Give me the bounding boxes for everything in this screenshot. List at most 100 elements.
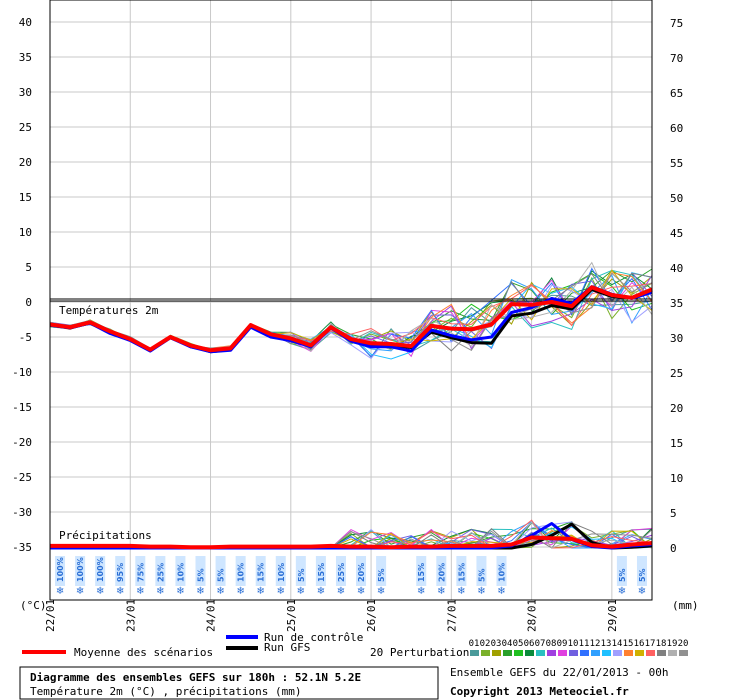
snowflake-icon: ❄ [216,586,224,597]
perturbation-code: 10 [568,639,579,649]
perturbation-code: 06 [524,639,535,649]
snow-probability-bar [416,556,427,586]
snow-probability-label: 100% [76,557,85,582]
perturbation-swatch [470,650,479,656]
right-tick-label: 30 [670,332,683,345]
perturbation-code: 15 [623,639,634,649]
snow-probability-label: 15% [317,563,326,582]
footer-subtitle: Température 2m (°C) , précipitations (mm… [30,685,302,698]
perturbation-swatch [525,650,534,656]
perturbation-legend: 01 02 03 04 05 06 07 08 09 10 11 12 13 14 15 16 17 18 19 20 [469,639,689,656]
snow-probability-bar [75,556,86,586]
right-tick-label: 20 [670,402,683,415]
perturbation-swatch [624,650,633,656]
snow-probability-label: 10% [176,563,185,582]
snow-probability-bar [496,556,507,586]
perturbation-swatch [657,650,666,656]
snow-probability-bar [275,556,286,586]
left-tick-label: 25 [19,121,32,134]
perturbation-code: 04 [502,639,513,649]
perturbation-swatch [514,650,523,656]
right-tick-label: 15 [670,437,683,450]
snow-probability-label: 15% [457,563,466,582]
legend-control-label: Run de contrôle [264,631,363,644]
perturbation-swatch [602,650,611,656]
right-tick-label: 50 [670,192,683,205]
left-tick-label: -30 [12,506,32,519]
x-tick-label: 28/01 [526,599,539,632]
snow-probability-label: 75% [136,563,145,582]
left-tick-label: 35 [19,51,32,64]
snowflake-icon: ❄ [176,586,184,597]
perturbation-swatch [591,650,600,656]
main-precipitation-lines [50,522,653,550]
perturbation-code: 20 [678,639,689,649]
x-tick-label: 25/01 [285,599,298,632]
x-tick-label: 22/01 [44,599,57,632]
left-tick-label: 30 [19,86,32,99]
left-axis-ticks: 40 35 30 25 20 15 10 5 0 -5 -10 -15 -20 -25 -30 -35 [12,16,32,554]
snow-probability-bar [235,556,246,586]
snowflake-icon: ❄ [457,586,465,597]
right-tick-label: 75 [670,17,683,30]
snow-probability-bar [456,556,467,586]
left-tick-label: -25 [12,471,32,484]
perturbation-code: 12 [590,639,601,649]
snow-probability-bar [376,556,387,586]
snow-probability-label: 10% [277,563,286,582]
right-tick-label: 0 [670,542,677,555]
right-tick-label: 55 [670,157,683,170]
snow-probability-label: 100% [56,557,65,582]
snow-probability-label: 25% [337,563,346,582]
perturbation-code: 07 [535,639,546,649]
perturbation-swatch [492,650,501,656]
snow-probability-bar [335,556,346,586]
footer-title: Diagramme des ensembles GEFS sur 180h : … [30,671,361,684]
x-tick-label: 27/01 [445,599,458,632]
left-tick-label: -15 [12,401,32,414]
snowflake-icon: ❄ [236,586,244,597]
left-tick-label: -20 [12,436,32,449]
perturbation-swatch [646,650,655,656]
snowflake-icon: ❄ [96,586,104,597]
left-tick-label: 15 [19,191,32,204]
x-axis-labels: 22/01 23/01 24/01 25/01 26/01 27/01 28/01 29/01 [44,599,619,632]
snowflake-icon: ❄ [477,586,485,597]
left-axis-unit: (°C) [20,599,47,612]
legend-perturbations-label: 20 Perturbations [370,646,476,659]
snow-probability-bar [55,556,66,586]
snow-probability-bar [255,556,266,586]
legend-gfs-label: Run GFS [264,641,310,654]
perturbation-swatch [558,650,567,656]
temperature-series-0 [49,285,653,353]
perturbation-swatch [679,650,688,656]
snow-probability-bar [295,556,306,586]
right-tick-label: 25 [670,367,683,380]
snow-probability-row: 100% ❄ 100% ❄ 100% ❄ 95% ❄ 75% ❄ 25% ❄ 10% ❄ 5% ❄ 5% ❄ 10%… [55,556,647,597]
snow-probability-label: 15% [257,563,266,582]
snow-probability-bar [175,556,186,586]
perturbation-swatch [481,650,490,656]
snow-probability-bar [356,556,367,586]
perturbation-code: 16 [634,639,645,649]
right-tick-label: 65 [670,87,683,100]
snow-probability-label: 5% [377,568,386,582]
right-tick-label: 5 [670,507,677,520]
snow-probability-label: 5% [217,568,226,582]
legend-mean-label: Moyenne des scénarios [74,646,213,659]
right-tick-label: 45 [670,227,683,240]
snowflake-icon: ❄ [377,586,385,597]
x-tick-label: 29/01 [606,599,619,632]
snow-probability-label: 5% [638,568,647,582]
snow-probability-bar [195,556,206,586]
snowflake-icon: ❄ [156,586,164,597]
snow-probability-bar [135,556,146,586]
perturbation-swatch [580,650,589,656]
right-tick-label: 40 [670,262,683,275]
left-tick-label: -5 [19,331,32,344]
left-tick-label: 5 [25,261,32,274]
snowflake-icon: ❄ [297,586,305,597]
snow-probability-label: 10% [237,563,246,582]
